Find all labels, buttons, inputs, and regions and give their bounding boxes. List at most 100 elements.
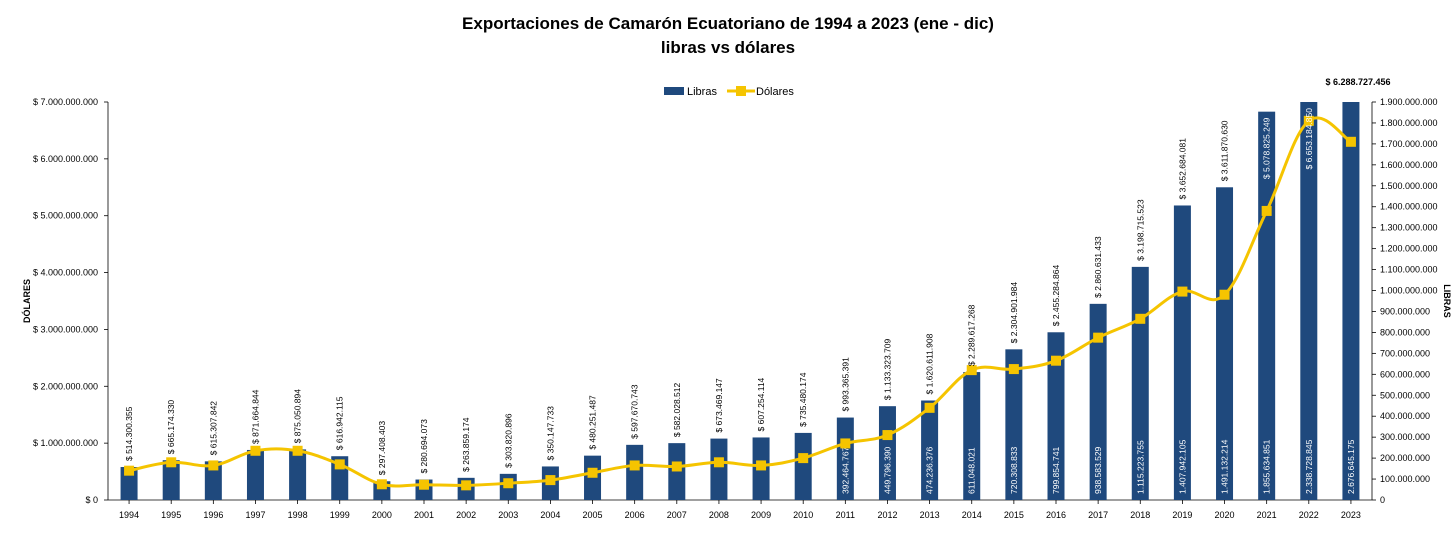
x-tick-label: 2013 [920, 510, 940, 520]
x-tick-label: 2001 [414, 510, 434, 520]
x-tick-label: 2016 [1046, 510, 1066, 520]
marker-dolares [250, 445, 261, 456]
legend-label-dolares: Dólares [756, 86, 794, 98]
bar-data-label: 1.407.942.105 [1177, 439, 1187, 494]
marker-dolares [1051, 355, 1061, 366]
line-data-label: $ 2.289.617.268 [967, 304, 977, 366]
line-data-label: $ 2.860.631.433 [1093, 236, 1103, 298]
x-tick-label: 2010 [793, 510, 813, 520]
bar-data-label: 474.236.376 [925, 446, 935, 494]
bars [120, 102, 1360, 501]
x-tick-label: 2003 [498, 510, 518, 520]
line-data-label: $ 303.820.896 [503, 413, 513, 468]
bar-libras [1089, 303, 1107, 500]
legend-label-libras: Libras [687, 86, 717, 98]
bar-libras [1005, 349, 1023, 500]
x-tick-label: 2002 [456, 510, 476, 520]
bar-data-label: 2.338.728.845 [1304, 439, 1314, 494]
marker-dolares [629, 460, 640, 471]
line-data-label: $ 514.300.355 [124, 406, 134, 461]
marker-dolares [208, 460, 219, 471]
x-tick-label: 2023 [1341, 510, 1361, 520]
right-tick-label: 1.400.000.000 [1380, 202, 1438, 212]
right-tick-label: 900.000.000 [1380, 306, 1430, 316]
line-data-label: $ 5.078.825.249 [1262, 117, 1272, 179]
right-tick-label: 500.000.000 [1380, 390, 1430, 400]
bar-data-label: 611.048.021 [967, 447, 977, 494]
marker-dolares [292, 445, 303, 456]
marker-dolares [461, 480, 472, 491]
right-tick-label: 1.000.000.000 [1380, 286, 1438, 296]
axes: $ 0 $ 1.000.000.000 $ 2.000.000.000 $ 3.000… [33, 97, 1438, 520]
line-data-label: $ 297.408.403 [377, 421, 387, 476]
bar-libras [878, 406, 896, 500]
marker-dolares [1008, 364, 1019, 375]
bar-libras [162, 460, 180, 500]
bar-data-label: 720.308.833 [1009, 446, 1019, 494]
bar-libras [710, 438, 728, 500]
marker-dolares [124, 465, 135, 476]
line-dolares [128, 116, 1352, 488]
x-tick-label: 2022 [1299, 510, 1319, 520]
bar-libras [246, 449, 264, 500]
left-tick-label: $ 0 [85, 495, 98, 505]
right-tick-label: 1.100.000.000 [1380, 265, 1438, 275]
line-data-label: $ 3.611.870.630 [1220, 120, 1230, 181]
bar-libras [836, 417, 854, 500]
chart-title: Exportaciones de Camarón Ecuatoriano de … [462, 14, 994, 33]
bar-libras [1173, 205, 1191, 501]
bar-libras [921, 400, 939, 500]
x-tick-label: 2000 [372, 510, 392, 520]
line-data-label: $ 263.859.174 [461, 417, 471, 472]
bar-data-label: 1.115.223.755 [1135, 440, 1145, 494]
left-axis-title: DÓLARES [21, 279, 32, 323]
legend: Libras Dólares [664, 86, 794, 98]
marker-dolares [966, 365, 977, 376]
right-axis-title: LIBRAS [1442, 284, 1452, 318]
bar-libras [668, 443, 686, 500]
bar-libras [1216, 187, 1234, 501]
line-data-label: $ 616.942.115 [335, 396, 345, 450]
right-tick-label: 1.900.000.000 [1380, 97, 1438, 107]
left-tick-label: $ 1.000.000.000 [33, 438, 98, 448]
right-tick-label: 1.200.000.000 [1380, 244, 1438, 254]
right-tick-label: 200.000.000 [1380, 453, 1430, 463]
line-data-label: $ 3.198.715.523 [1135, 199, 1145, 261]
line-data-label: $ 875.050.894 [293, 389, 303, 444]
bar-data-label: 449.796.390 [882, 446, 892, 494]
bar-libras [1342, 102, 1360, 500]
x-tick-label: 2015 [1004, 510, 1024, 520]
bar-libras [1047, 332, 1065, 500]
x-tick-label: 2018 [1130, 510, 1150, 520]
x-tick-label: 2017 [1088, 510, 1108, 520]
marker-dolares [1345, 136, 1356, 147]
left-tick-label: $ 7.000.000.000 [33, 97, 98, 107]
bar-libras [626, 444, 644, 500]
marker-dolares [882, 430, 893, 441]
marker-dolares [166, 457, 177, 468]
x-tick-label: 1996 [203, 510, 223, 520]
x-tick-label: 2009 [751, 510, 771, 520]
bar-libras [204, 461, 222, 500]
line-data-label: $ 2.455.284.864 [1051, 265, 1061, 327]
line-layer [124, 115, 1356, 491]
marker-dolares [840, 438, 851, 449]
left-tick-label: $ 6.000.000.000 [33, 154, 98, 164]
line-data-label: $ 665.174.330 [166, 400, 176, 455]
right-tick-label: 1.600.000.000 [1380, 160, 1438, 170]
x-tick-label: 2012 [877, 510, 897, 520]
right-tick-label: 1.300.000.000 [1380, 223, 1438, 233]
right-tick-label: 1.800.000.000 [1380, 118, 1438, 128]
right-tick-label: 100.000.000 [1380, 474, 1430, 484]
line-data-label: $ 582.028.512 [672, 383, 682, 438]
marker-dolares [376, 479, 387, 490]
line-data-label: $ 615.307.842 [208, 401, 218, 456]
line-labels: $ 514.300.355 $ 665.174.330 $ 615.307.842 $… [124, 108, 1314, 476]
line-data-label: $ 597.670.743 [630, 384, 640, 439]
marker-dolares [1261, 205, 1272, 216]
bar-data-label: 392.464.767 [840, 446, 850, 494]
marker-dolares [587, 467, 598, 478]
line-data-label: $ 280.694.073 [419, 419, 429, 474]
